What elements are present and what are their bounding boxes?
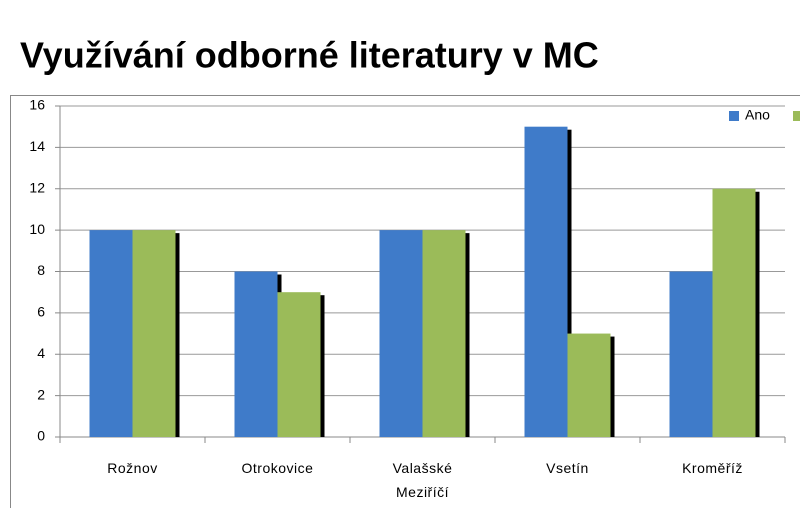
x-tick-label: Valašské Meziříčí <box>392 460 453 500</box>
legend-swatch <box>729 111 739 121</box>
x-tick-label: Vsetín <box>546 460 589 476</box>
x-tick-label: Rožnov <box>107 460 158 476</box>
bar <box>277 292 321 437</box>
x-tick-label: Otrokovice <box>241 460 314 476</box>
y-tick-label: 0 <box>37 428 45 444</box>
y-tick-label: 6 <box>37 304 45 320</box>
y-tick-label: 12 <box>29 179 45 195</box>
bar <box>524 126 568 437</box>
y-tick-label: 4 <box>37 345 45 361</box>
x-tick-label: Kroměříž <box>682 460 743 476</box>
bar <box>712 188 756 437</box>
bar <box>132 230 176 437</box>
y-tick-label: 8 <box>37 262 45 278</box>
y-tick-label: 14 <box>29 138 45 154</box>
y-tick-label: 10 <box>29 221 45 237</box>
y-tick-label: 2 <box>37 386 45 402</box>
bar <box>669 271 713 437</box>
chart-title: Využívání odborné literatury v MC <box>20 35 599 76</box>
bar <box>379 230 423 437</box>
bar <box>234 271 278 437</box>
bar <box>89 230 133 437</box>
legend-swatch <box>793 111 800 121</box>
bar <box>567 333 611 437</box>
chart-frame <box>10 95 800 508</box>
legend-label: Ano <box>745 107 770 123</box>
bar <box>422 230 466 437</box>
y-tick-label: 16 <box>29 97 45 113</box>
